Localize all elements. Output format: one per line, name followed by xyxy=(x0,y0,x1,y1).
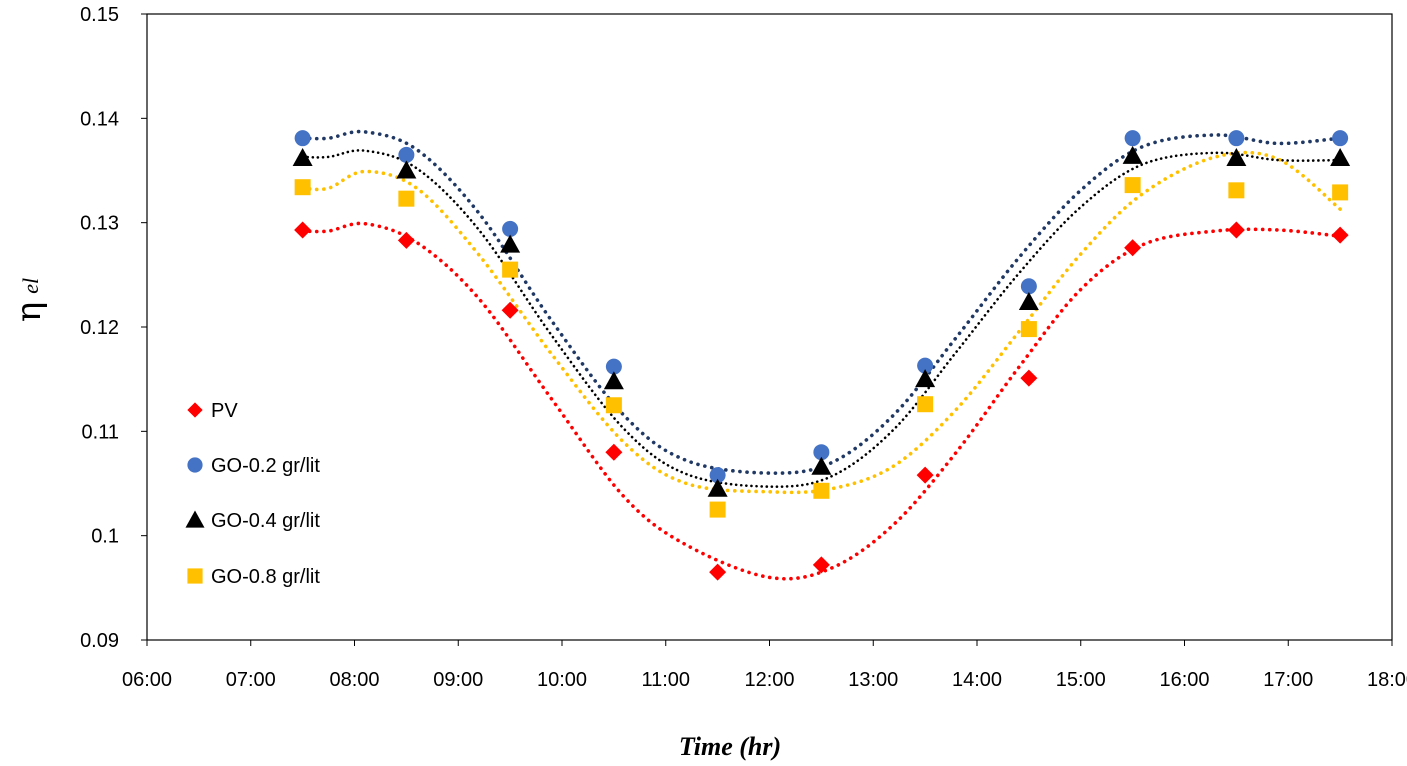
legend-marker-pv xyxy=(187,402,203,418)
data-point-pv xyxy=(397,231,415,249)
plot-area-border xyxy=(146,13,1393,641)
x-tick-label: 15:00 xyxy=(1056,669,1106,691)
data-point-go-0-8-gr-lit xyxy=(398,190,415,207)
data-point-go-0-2-gr-lit xyxy=(709,467,726,484)
data-point-pv xyxy=(1124,239,1142,257)
trendline-go-0-8-gr-lit xyxy=(300,150,1342,495)
data-point-go-0-2-gr-lit xyxy=(294,130,311,147)
y-axis-label-subscript: el xyxy=(18,278,43,294)
data-point-pv xyxy=(605,443,623,461)
x-tick-label: 13:00 xyxy=(848,669,898,691)
x-tick-label: 11:00 xyxy=(641,669,690,691)
legend-item-go-0-8-gr-lit: GO-0.8 gr/lit xyxy=(187,566,320,588)
y-axis-label: η el xyxy=(9,278,49,322)
data-point-pv xyxy=(1227,221,1245,239)
x-tick-label: 16:00 xyxy=(1159,669,1209,691)
legend-item-go-0-2-gr-lit: GO-0.2 gr/lit xyxy=(187,455,320,477)
data-point-go-0-8-gr-lit xyxy=(605,397,622,414)
plot-frame xyxy=(146,13,1393,641)
data-point-go-0-4-gr-lit xyxy=(292,147,313,166)
data-point-go-0-4-gr-lit xyxy=(915,369,936,388)
y-tick-label: 0.14 xyxy=(80,108,119,130)
data-point-go-0-4-gr-lit xyxy=(811,456,832,475)
legend-label: GO-0.8 gr/lit xyxy=(211,566,320,588)
data-point-pv xyxy=(1331,226,1349,244)
y-tick-label: 0.11 xyxy=(82,421,119,443)
x-tick-label: 07:00 xyxy=(226,669,276,691)
data-point-go-0-4-gr-lit xyxy=(500,234,521,253)
y-axis-label-symbol: η xyxy=(9,302,49,322)
data-point-go-0-4-gr-lit xyxy=(1122,145,1143,164)
x-tick-label: 14:00 xyxy=(952,669,1002,691)
legend-marker-go-0-4-gr-lit xyxy=(185,510,205,528)
svg-text:η el: η el xyxy=(9,278,49,322)
x-tick-label: 12:00 xyxy=(744,669,794,691)
data-point-go-0-8-gr-lit xyxy=(1124,177,1141,194)
data-point-go-0-8-gr-lit xyxy=(294,179,311,196)
data-point-pv xyxy=(1020,369,1038,387)
y-tick-label: 0.12 xyxy=(80,317,119,339)
data-point-pv xyxy=(812,556,830,574)
legend-label: PV xyxy=(211,400,238,422)
legend-label: GO-0.2 gr/lit xyxy=(211,455,320,477)
data-point-go-0-4-gr-lit xyxy=(707,478,728,497)
data-point-go-0-2-gr-lit xyxy=(813,444,830,461)
data-point-go-0-8-gr-lit xyxy=(813,482,830,499)
x-axis-label: Time (hr) xyxy=(679,732,781,761)
data-point-pv xyxy=(709,563,727,581)
data-point-go-0-4-gr-lit xyxy=(603,371,624,390)
legend-label: GO-0.4 gr/lit xyxy=(211,510,320,532)
x-tick-label: 08:00 xyxy=(329,669,379,691)
data-point-go-0-8-gr-lit xyxy=(1020,321,1037,338)
data-point-go-0-8-gr-lit xyxy=(1332,184,1349,201)
data-point-pv xyxy=(294,221,312,239)
data-point-go-0-8-gr-lit xyxy=(1228,182,1245,199)
legend: PV GO-0.2 gr/lit GO-0.4 gr/lit GO-0.8 gr/li… xyxy=(185,400,320,588)
trendline-pv xyxy=(300,221,1342,581)
x-axis-ticks: 06:00 07:00 08:00 09:00 10:00 11:00 12:00 13:00… xyxy=(122,640,1407,691)
data-point-go-0-8-gr-lit xyxy=(709,501,726,518)
y-tick-label: 0.09 xyxy=(80,630,119,652)
data-markers xyxy=(292,130,1351,581)
data-point-go-0-2-gr-lit xyxy=(917,357,934,374)
data-point-go-0-2-gr-lit xyxy=(1020,278,1037,295)
x-tick-label: 18:00 xyxy=(1367,669,1407,691)
y-tick-label: 0.1 xyxy=(91,526,119,548)
data-point-pv xyxy=(501,301,519,319)
trendline-go-0-4-gr-lit xyxy=(301,149,1342,488)
trendline-go-0-2-gr-lit xyxy=(300,129,1342,475)
data-point-go-0-8-gr-lit xyxy=(917,396,934,413)
x-tick-label: 06:00 xyxy=(122,669,172,691)
data-point-pv xyxy=(916,466,934,484)
y-tick-label: 0.15 xyxy=(80,4,119,26)
legend-marker-go-0-8-gr-lit xyxy=(187,568,203,584)
legend-item-go-0-4-gr-lit: GO-0.4 gr/lit xyxy=(185,510,320,532)
trend-lines xyxy=(300,129,1342,581)
data-point-go-0-4-gr-lit xyxy=(1018,291,1039,310)
data-point-go-0-4-gr-lit xyxy=(396,160,417,179)
data-point-go-0-8-gr-lit xyxy=(502,261,519,278)
data-point-go-0-2-gr-lit xyxy=(605,358,622,375)
data-point-go-0-4-gr-lit xyxy=(1330,147,1351,166)
legend-item-pv: PV xyxy=(187,400,238,422)
x-tick-label: 17:00 xyxy=(1263,669,1313,691)
data-point-go-0-2-gr-lit xyxy=(1124,130,1141,147)
legend-marker-go-0-2-gr-lit xyxy=(187,457,203,473)
data-point-go-0-2-gr-lit xyxy=(1332,130,1349,147)
data-point-go-0-4-gr-lit xyxy=(1226,147,1247,166)
data-point-go-0-2-gr-lit xyxy=(398,146,415,163)
data-point-go-0-2-gr-lit xyxy=(1228,130,1245,147)
data-point-go-0-2-gr-lit xyxy=(502,220,519,237)
y-tick-label: 0.13 xyxy=(80,213,119,235)
y-axis-ticks: 0.09 0.1 0.11 0.12 0.13 0.14 0.15 xyxy=(80,4,147,652)
x-tick-label: 09:00 xyxy=(433,669,483,691)
x-tick-label: 10:00 xyxy=(537,669,587,691)
